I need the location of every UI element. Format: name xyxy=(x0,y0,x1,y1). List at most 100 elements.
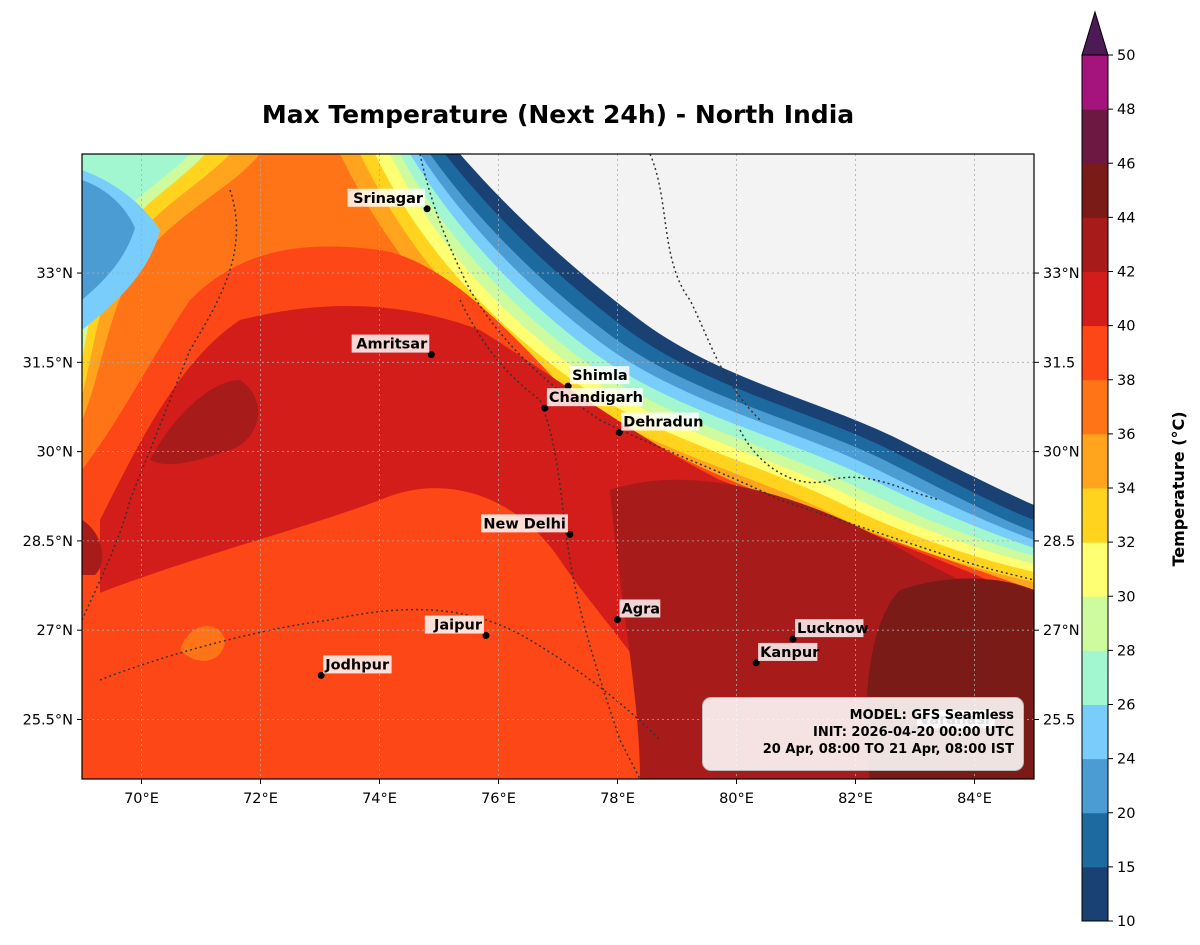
colorbar-segment xyxy=(1082,866,1108,922)
colorbar-tick-label: 28 xyxy=(1117,643,1135,659)
colorbar-tick-label: 24 xyxy=(1117,752,1135,768)
model-info-box: MODEL: GFS Seamless INIT: 2026-04-20 00:… xyxy=(702,697,1024,771)
lat-tick-label: 30°N xyxy=(36,445,73,461)
colorbar-tick-label: 10 xyxy=(1117,914,1135,930)
city-label-bg xyxy=(347,188,426,207)
city-label-bg xyxy=(795,619,864,638)
lon-tick-label: 76°E xyxy=(481,791,516,807)
colorbar-tick-label: 30 xyxy=(1117,589,1135,605)
political-boundaries xyxy=(82,154,1034,779)
city-label: Shimla xyxy=(572,368,628,384)
colorbar-tick-label: 34 xyxy=(1117,481,1135,497)
lat-tick-label: 27°N xyxy=(36,623,73,639)
colorbar-tick-label: 32 xyxy=(1117,535,1135,551)
city-label-bg xyxy=(546,388,643,407)
colorbar-segment xyxy=(1082,542,1108,597)
city-label-bg xyxy=(323,655,392,674)
colorbar-segment xyxy=(1082,650,1108,705)
colorbar-segment xyxy=(1082,596,1108,651)
lon-tick-label: 78°E xyxy=(600,791,635,807)
lat-tick-label-right: 33°N xyxy=(1043,266,1080,282)
city-label: Dehradun xyxy=(623,415,703,431)
colorbar-segment xyxy=(1082,433,1108,489)
lat-tick-label-right: 27°N xyxy=(1043,623,1080,639)
city-label-bg xyxy=(570,366,630,385)
city-label: Amritsar xyxy=(356,337,428,353)
colorbar-segment xyxy=(1082,325,1108,381)
city-label-bg xyxy=(621,412,699,431)
city-dot xyxy=(427,351,435,359)
colorbar-segment xyxy=(1082,217,1108,272)
colorbar-segment xyxy=(1082,379,1108,435)
colorbar-tick-label: 26 xyxy=(1117,698,1135,714)
colorbar-title: Temperature (°C) xyxy=(1169,411,1188,566)
colorbar-segment xyxy=(1082,271,1108,327)
city-label-bg xyxy=(424,615,485,634)
colorbar-tick-label: 36 xyxy=(1117,427,1135,443)
city-dot xyxy=(482,632,490,640)
city-label-bg xyxy=(619,599,661,618)
city-label: Srinagar xyxy=(353,191,424,207)
city-dot xyxy=(614,615,621,623)
lat-tick-label: 31.5°N xyxy=(23,355,73,371)
colorbar-tick-label: 40 xyxy=(1117,319,1135,335)
city-label: Jodhpur xyxy=(324,657,390,673)
colorbar-extend-arrow xyxy=(1081,10,1109,56)
lat-tick-label-right: 25.5 xyxy=(1043,712,1075,728)
map-title: Max Temperature (Next 24h) - North India xyxy=(261,100,855,129)
city-label: Chandigarh xyxy=(549,390,643,406)
lon-tick-label: 82°E xyxy=(838,791,873,807)
colorbar-tick-label: 50 xyxy=(1117,48,1135,64)
colorbar-segment xyxy=(1082,812,1108,868)
lat-tick-label-right: 30°N xyxy=(1043,445,1080,461)
city-dot xyxy=(541,404,549,412)
model-line: MODEL: GFS Seamless xyxy=(849,708,1014,723)
axis-ticks: 70°E 72°E 74°E 76°E 78°E 80°E 82°E 84°E 25.5°N 25… xyxy=(23,266,1080,807)
city-dot xyxy=(566,530,574,538)
colorbar-tick-label: 15 xyxy=(1117,860,1135,876)
colorbar-segment xyxy=(1082,109,1108,164)
lat-tick-label-right: 31.5 xyxy=(1043,355,1075,371)
map-frame xyxy=(81,153,1035,780)
lon-tick-label: 74°E xyxy=(362,791,397,807)
city-dot xyxy=(752,659,760,667)
city-label-bg xyxy=(351,334,430,353)
colorbar-tick-label: 46 xyxy=(1117,156,1135,172)
init-line: INIT: 2026-04-20 00:00 UTC xyxy=(813,725,1014,740)
lat-tick-label: 28.5°N xyxy=(23,534,73,550)
colorbar-segment xyxy=(1082,704,1108,760)
lon-tick-label: 80°E xyxy=(719,791,754,807)
city-dot xyxy=(317,671,325,679)
city-label: Agra xyxy=(622,601,661,617)
city-dot xyxy=(615,429,623,437)
city-dot xyxy=(789,635,797,643)
city-label: Lucknow xyxy=(797,621,868,637)
colorbar-segment xyxy=(1082,758,1108,814)
colorbar-segment xyxy=(1082,163,1108,218)
colorbar-tick-label: 44 xyxy=(1117,210,1135,226)
lat-tick-label: 33°N xyxy=(36,266,73,282)
lon-tick-label: 84°E xyxy=(957,791,992,807)
temperature-field xyxy=(82,154,1034,779)
colorbar-segment xyxy=(1082,488,1108,543)
city-label: New Delhi xyxy=(483,516,566,532)
lat-tick-label-right: 28.5 xyxy=(1043,534,1075,550)
city-dot xyxy=(423,205,431,213)
lon-tick-label: 70°E xyxy=(124,791,159,807)
colorbar-tick-label: 42 xyxy=(1117,265,1135,281)
valid-period-line: 20 Apr, 08:00 TO 21 Apr, 08:00 IST xyxy=(762,742,1014,757)
city-label: Jaipur xyxy=(433,618,483,634)
colorbar-tick-label: 48 xyxy=(1117,102,1135,118)
colorbar-tick-label: 20 xyxy=(1117,806,1135,822)
colorbar-tick-label: 38 xyxy=(1117,373,1135,389)
city-label-bg xyxy=(758,642,818,661)
city-dot xyxy=(564,382,572,390)
city-label-bg xyxy=(481,514,568,533)
colorbar-segment xyxy=(1082,55,1108,110)
lon-tick-label: 72°E xyxy=(243,791,278,807)
city-label: Kanpur xyxy=(760,645,820,661)
graticule xyxy=(82,154,1034,779)
colorbar: 10 15 20 24 26 28 30 32 34 36 38 40 42 44 46 48 50 xyxy=(1081,10,1135,930)
lat-tick-label: 25.5°N xyxy=(23,712,73,728)
